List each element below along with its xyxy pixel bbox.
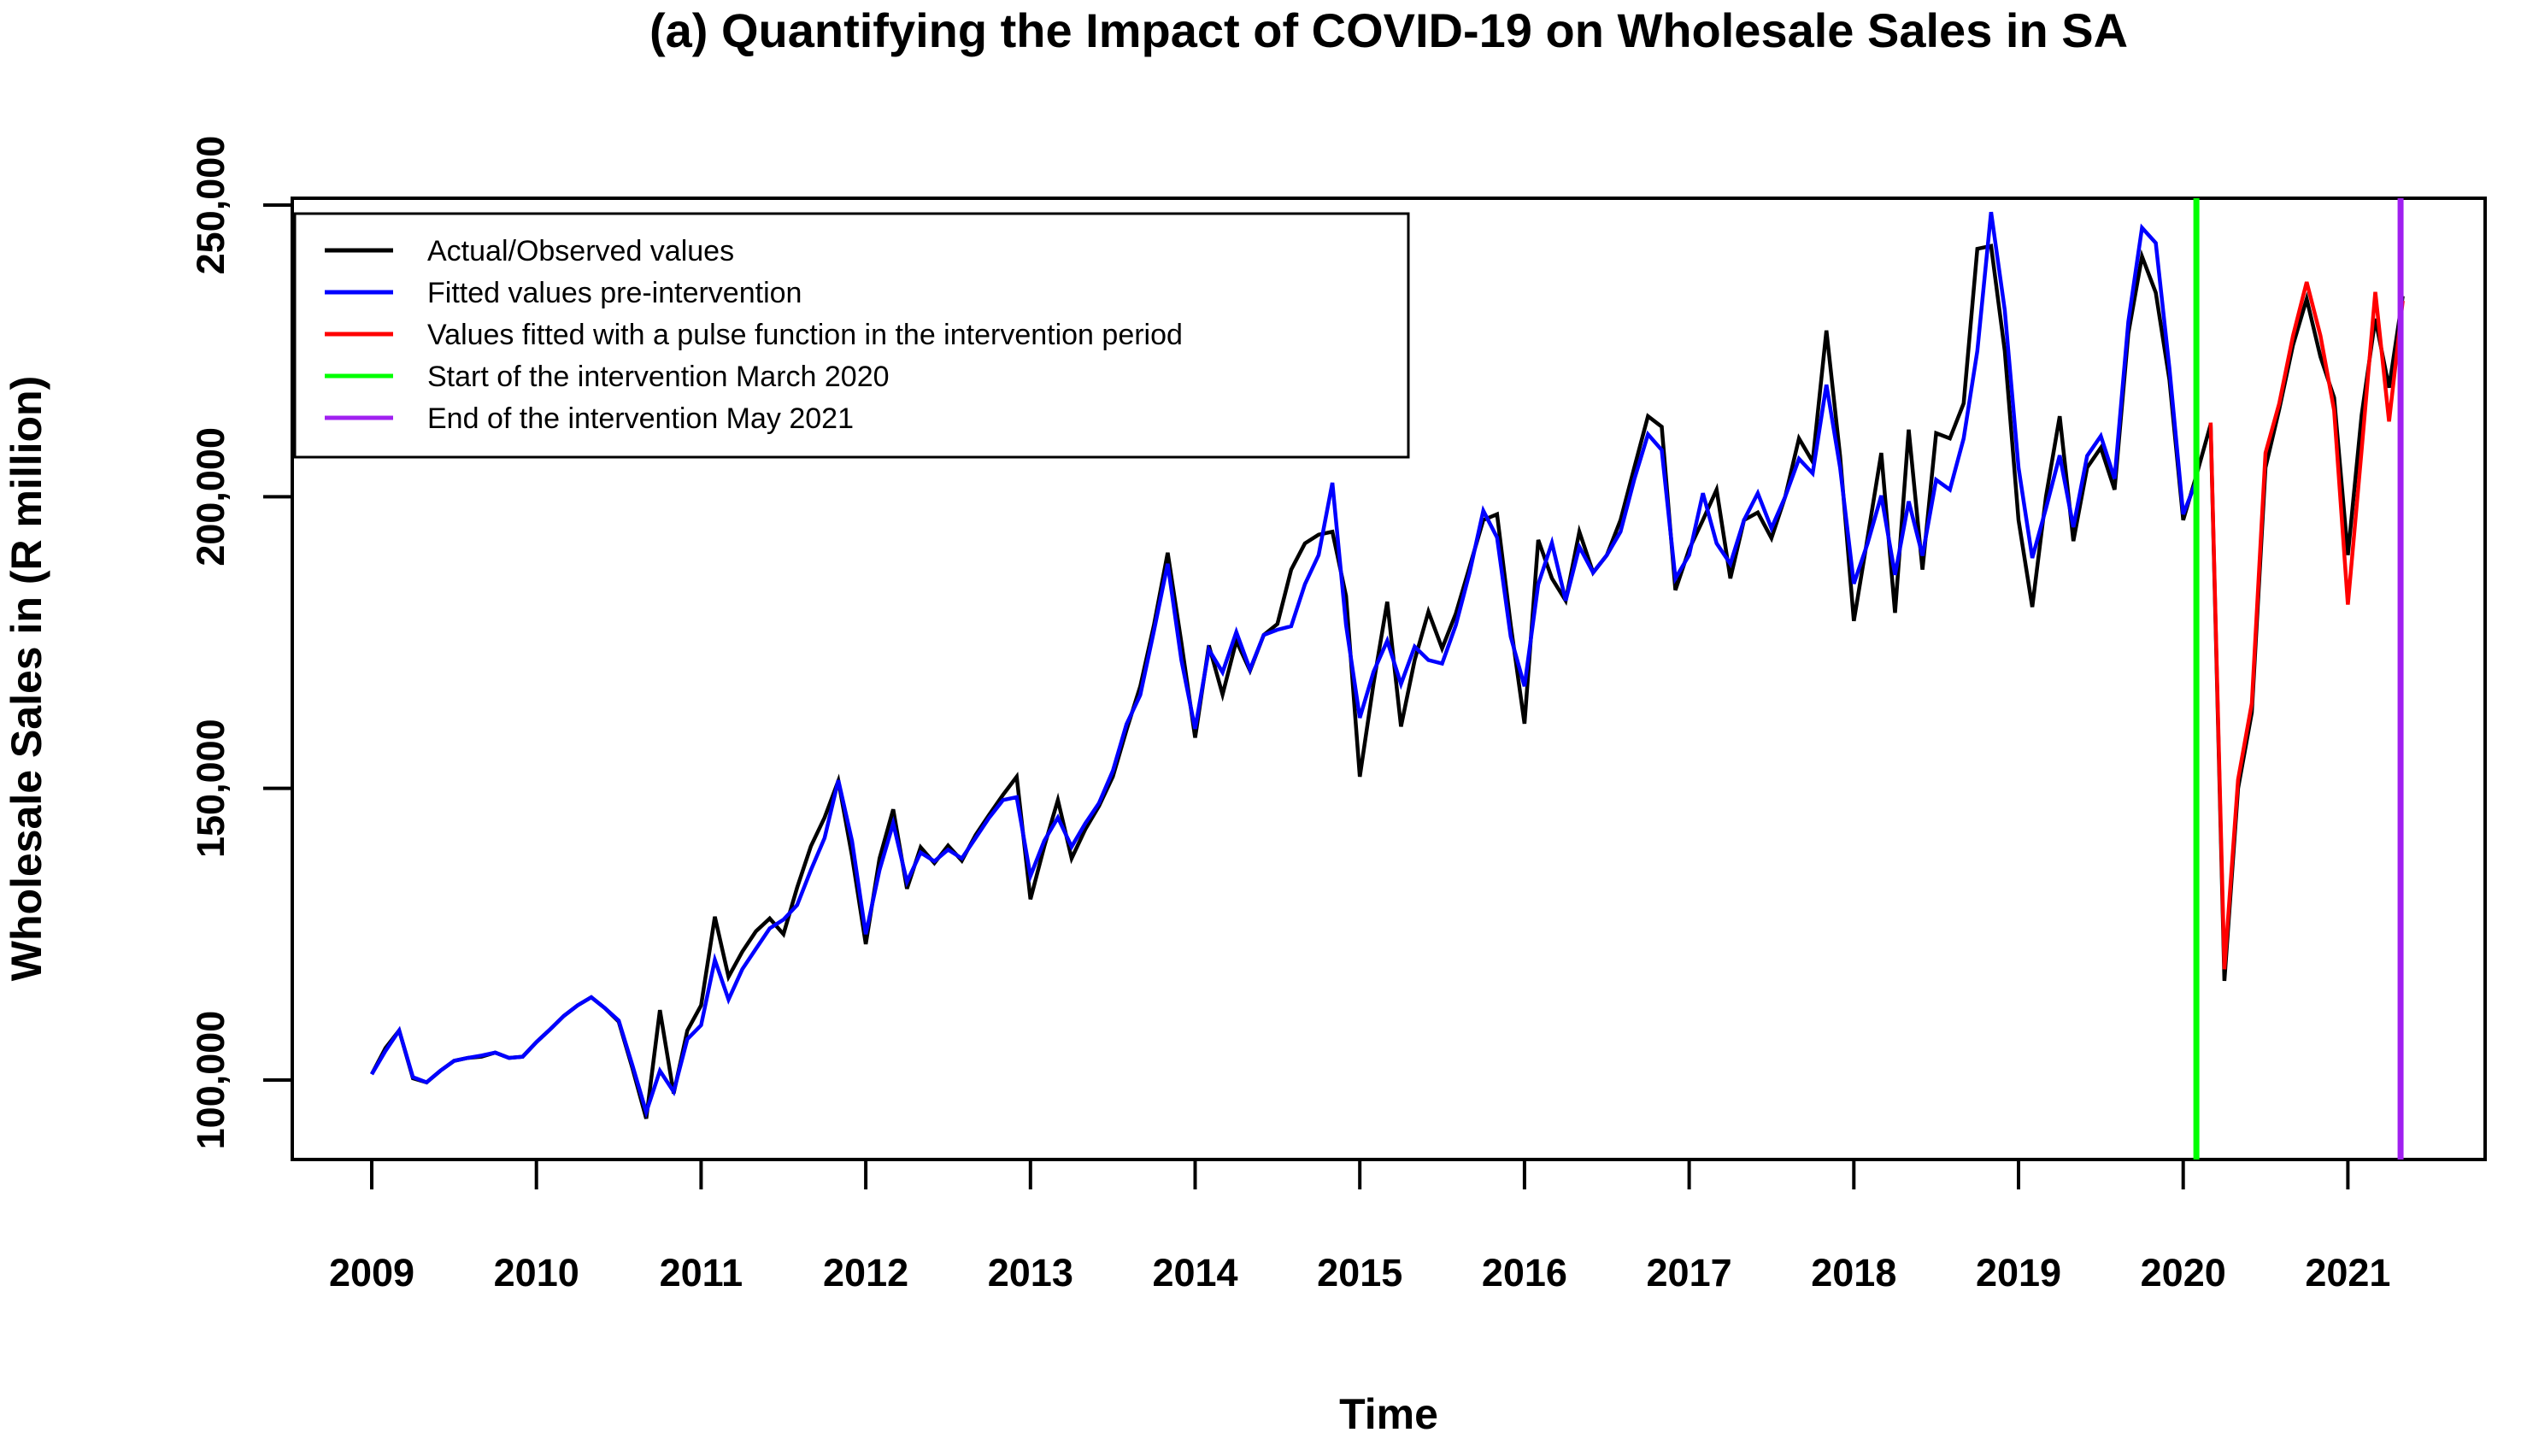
plot-border bbox=[291, 197, 2487, 1161]
y-axis-title: Wholesale Sales in (R million) bbox=[3, 376, 50, 981]
x-tick-label: 2016 bbox=[1482, 1251, 1567, 1295]
legend-box: Actual/Observed values Fitted values pre… bbox=[293, 212, 1410, 459]
x-axis-title: Time bbox=[1339, 1390, 1438, 1438]
x-tick-label: 2019 bbox=[1976, 1251, 2061, 1295]
legend-label-actual: Actual/Observed values bbox=[427, 235, 734, 267]
legend-label-pulse-fitted: Values fitted with a pulse function in t… bbox=[427, 319, 1183, 351]
data-series bbox=[370, 211, 2405, 1119]
x-tick-label: 2018 bbox=[1811, 1251, 1896, 1295]
y-tick-label: 100,000 bbox=[189, 1011, 232, 1150]
intervention-lines bbox=[2193, 198, 2404, 1160]
legend-label-fitted-pre: Fitted values pre-intervention bbox=[427, 277, 802, 309]
y-tick-label: 150,000 bbox=[189, 719, 232, 858]
legend-label-intervention-end: End of the intervention May 2021 bbox=[427, 402, 854, 435]
x-tick-label: 2011 bbox=[660, 1251, 743, 1295]
x-tick-label: 2014 bbox=[1152, 1251, 1237, 1295]
x-tick-label: 2017 bbox=[1647, 1251, 1732, 1295]
actual-observed-line bbox=[370, 244, 2405, 1119]
legend-border bbox=[293, 212, 1410, 459]
x-tick-label: 2020 bbox=[2141, 1251, 2226, 1295]
x-tick-label: 2012 bbox=[823, 1251, 908, 1295]
fitted-pre-intervention-line bbox=[370, 211, 2199, 1119]
legend-label-intervention-start: Start of the intervention March 2020 bbox=[427, 361, 890, 393]
x-tick-label: 2010 bbox=[494, 1251, 579, 1295]
chart-title: (a) Quantifying the Impact of COVID-19 o… bbox=[649, 3, 2128, 57]
y-tick-label: 200,000 bbox=[189, 427, 232, 567]
x-tick-label: 2009 bbox=[329, 1251, 414, 1295]
x-tick-label: 2015 bbox=[1317, 1251, 1402, 1295]
pulse-fitted-line bbox=[2208, 281, 2405, 970]
y-tick-label: 250,000 bbox=[189, 136, 232, 275]
y-axis-ticks: 100,000 150,000 200,000 250,000 bbox=[189, 136, 292, 1150]
x-tick-label: 2021 bbox=[2305, 1251, 2390, 1295]
x-axis-ticks: 2009 2010 2011 2012 2013 2014 2015 2016 2017 2018… bbox=[329, 1160, 2390, 1295]
x-tick-label: 2013 bbox=[988, 1251, 1073, 1295]
